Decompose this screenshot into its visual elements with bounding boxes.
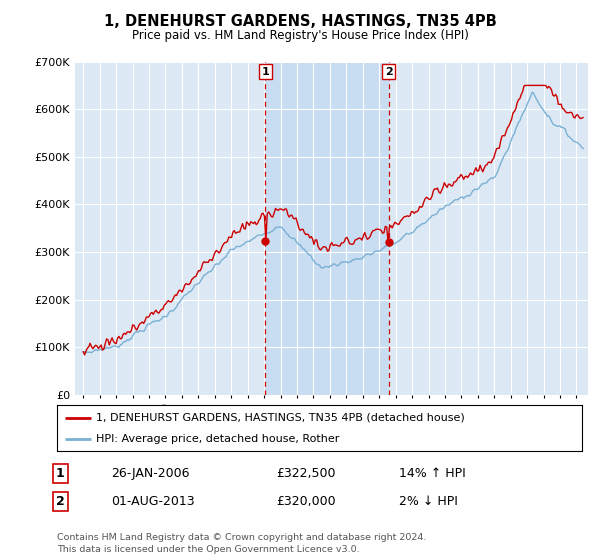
Text: 01-AUG-2013: 01-AUG-2013 bbox=[111, 494, 194, 508]
Text: 1, DENEHURST GARDENS, HASTINGS, TN35 4PB: 1, DENEHURST GARDENS, HASTINGS, TN35 4PB bbox=[104, 14, 496, 29]
Bar bbox=[265, 62, 389, 395]
Text: 2: 2 bbox=[56, 494, 64, 508]
Text: 2% ↓ HPI: 2% ↓ HPI bbox=[399, 494, 458, 508]
Text: 1: 1 bbox=[262, 67, 269, 77]
Text: 1, DENEHURST GARDENS, HASTINGS, TN35 4PB (detached house): 1, DENEHURST GARDENS, HASTINGS, TN35 4PB… bbox=[97, 413, 465, 423]
Text: HPI: Average price, detached house, Rother: HPI: Average price, detached house, Roth… bbox=[97, 435, 340, 444]
Text: Price paid vs. HM Land Registry's House Price Index (HPI): Price paid vs. HM Land Registry's House … bbox=[131, 29, 469, 42]
Text: £322,500: £322,500 bbox=[276, 466, 335, 480]
Text: 26-JAN-2006: 26-JAN-2006 bbox=[111, 466, 190, 480]
Text: 2: 2 bbox=[385, 67, 392, 77]
Text: 14% ↑ HPI: 14% ↑ HPI bbox=[399, 466, 466, 480]
Text: £320,000: £320,000 bbox=[276, 494, 335, 508]
Text: 1: 1 bbox=[56, 466, 64, 480]
Text: Contains HM Land Registry data © Crown copyright and database right 2024.
This d: Contains HM Land Registry data © Crown c… bbox=[57, 533, 427, 554]
